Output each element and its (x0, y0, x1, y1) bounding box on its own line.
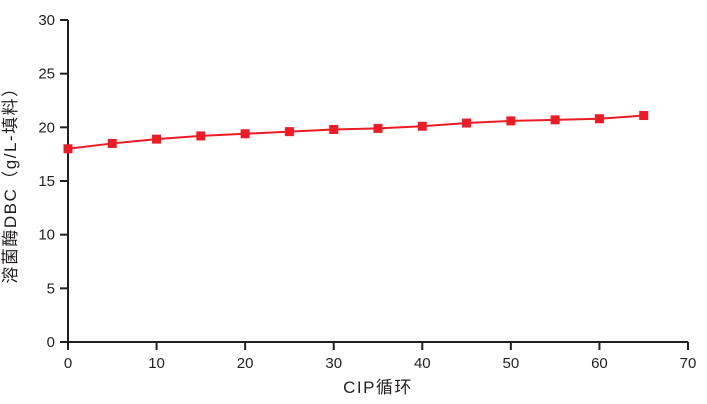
data-point (550, 115, 560, 125)
data-point (152, 134, 162, 144)
x-tick-label: 20 (237, 355, 254, 372)
data-point (107, 138, 117, 148)
y-tick-label: 10 (38, 227, 55, 244)
x-tick-label: 30 (325, 355, 342, 372)
data-point (639, 111, 649, 121)
y-tick-label: 15 (38, 173, 55, 190)
y-axis-title: 溶菌酶DBC（g/L-填料） (1, 78, 20, 283)
y-tick-label: 25 (38, 66, 55, 83)
x-axis-title: CIP循环 (343, 378, 413, 397)
x-tick-label: 50 (503, 355, 520, 372)
data-point (506, 116, 516, 126)
axes: 0 10 20 30 40 50 60 70 0 5 10 15 20 25 30 (38, 12, 696, 372)
x-tick-label: 40 (414, 355, 431, 372)
data-point (462, 118, 472, 128)
series-line (67, 114, 644, 150)
y-tick-label: 30 (38, 12, 55, 29)
x-tick-label: 70 (680, 355, 697, 372)
series-group (63, 111, 649, 154)
y-tick-label: 0 (47, 334, 55, 351)
data-point (417, 121, 427, 131)
data-point (240, 129, 250, 139)
data-point (329, 124, 339, 134)
data-point (284, 127, 294, 137)
y-tick-label: 5 (47, 280, 55, 297)
y-tick-label: 20 (38, 119, 55, 136)
data-point (196, 131, 206, 141)
data-point (594, 114, 604, 124)
x-tick-label: 10 (148, 355, 165, 372)
x-tick-label: 60 (591, 355, 608, 372)
x-tick-label: 0 (64, 355, 72, 372)
data-point (373, 123, 383, 133)
data-point (63, 144, 73, 154)
